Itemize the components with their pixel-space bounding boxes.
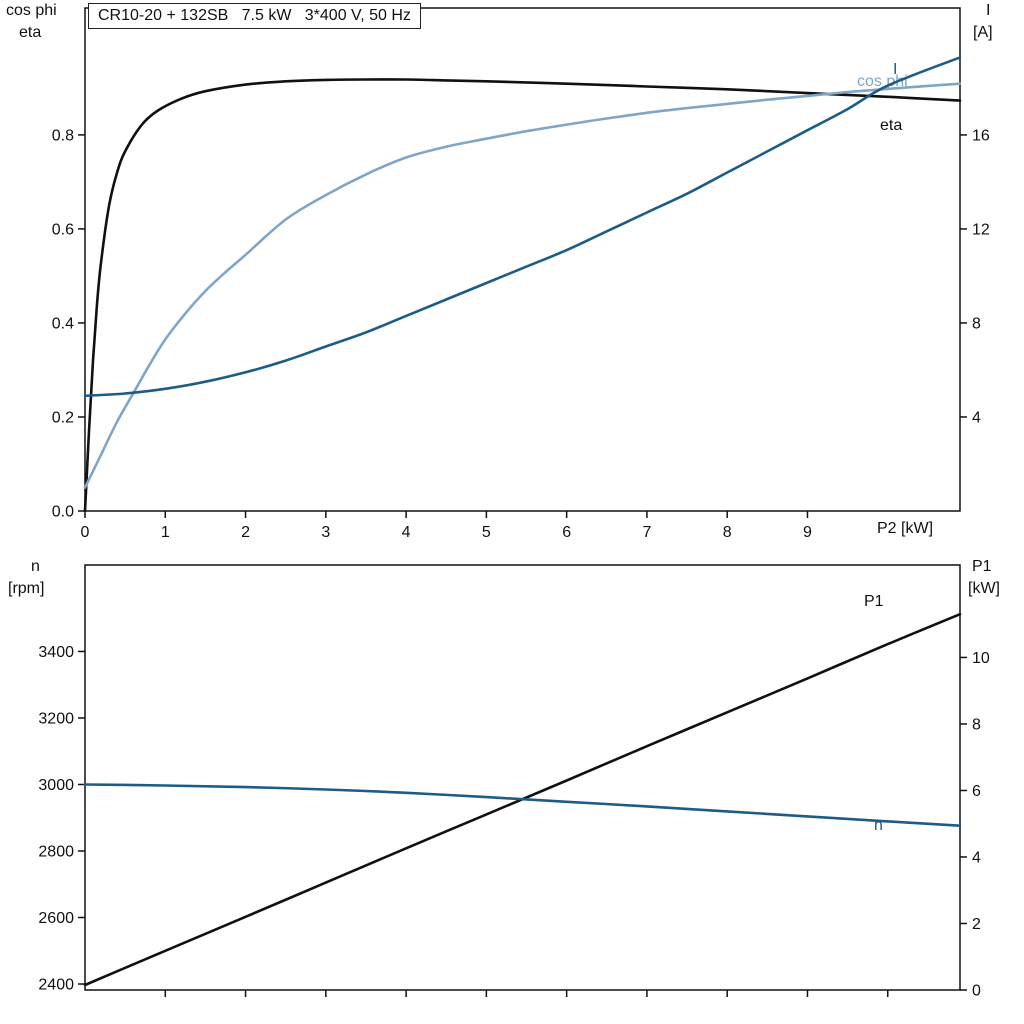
series-label-i: I [893, 61, 897, 78]
x-axis-title-p2: P2 [kW] [877, 520, 934, 537]
left-tick-label: 2800 [38, 844, 74, 861]
left-tick-label: 3000 [38, 777, 74, 794]
series-label-p1: P1 [864, 593, 884, 610]
bottom-chart: 2400 2600 2800 3000 3200 3400 0 2 4 6 8 10 P1 n [38, 564, 990, 1000]
left-tick-label: 0.0 [52, 504, 74, 521]
left-tick-label: 0.6 [52, 222, 74, 239]
right-tick-label: 10 [972, 650, 990, 667]
right-tick-label: 8 [972, 717, 981, 734]
left-tick-label: 3200 [38, 711, 74, 728]
right-tick-label: 0 [972, 983, 981, 1000]
right-tick-label: 4 [972, 850, 981, 867]
x-tick-label: 8 [723, 524, 732, 541]
right-tick-label: 16 [972, 128, 990, 145]
chart-title-box: CR10-20 + 132SB 7.5 kW 3*400 V, 50 Hz [88, 3, 421, 29]
left-tick-label: 2400 [38, 977, 74, 994]
right-tick-label: 2 [972, 916, 981, 933]
axis-ticks: 2400 2600 2800 3000 3200 3400 0 2 4 6 8 10 [38, 644, 989, 1000]
series-label-eta: eta [880, 117, 902, 134]
right-tick-label: 4 [972, 410, 981, 427]
series-curve-n [83, 783, 962, 827]
x-tick-label: 4 [402, 524, 411, 541]
plot-frame [84, 564, 961, 991]
y-axis-unit-kw: [kW] [968, 580, 1000, 597]
series-curve-i [83, 56, 962, 398]
left-tick-label: 2600 [38, 910, 74, 927]
left-tick-label: 0.4 [52, 316, 74, 333]
x-tick-label: 0 [81, 524, 90, 541]
y-axis-unit-rpm: [rpm] [8, 580, 45, 597]
x-tick-label: 9 [803, 524, 812, 541]
right-tick-label: 6 [972, 783, 981, 800]
x-tick-label: 6 [562, 524, 571, 541]
y-axis-title-cos-phi: cos phi [6, 2, 57, 19]
left-tick-label: 0.8 [52, 128, 74, 145]
right-tick-label: 12 [972, 222, 990, 239]
y-axis-title-p1: P1 [972, 558, 992, 575]
x-tick-label: 3 [321, 524, 330, 541]
y-axis-unit-amps: [A] [973, 24, 993, 41]
series-curve-eta [83, 78, 962, 513]
series-label-cos-phi: cos phi [857, 73, 908, 90]
right-tick-label: 8 [972, 316, 981, 333]
series-curve-cos-phi [83, 82, 962, 489]
x-tick-label: 5 [482, 524, 491, 541]
y-axis-title-eta: eta [19, 24, 42, 41]
left-tick-label: 0.2 [52, 410, 74, 427]
y-axis-title-speed: n [31, 558, 40, 575]
x-tick-label: 2 [241, 524, 250, 541]
x-tick-label: 1 [161, 524, 170, 541]
x-tick-label: 7 [642, 524, 651, 541]
plot-frame [84, 7, 961, 512]
series-label-n: n [874, 817, 883, 834]
left-tick-label: 3400 [38, 644, 74, 661]
y-axis-title-current: I [986, 2, 991, 19]
